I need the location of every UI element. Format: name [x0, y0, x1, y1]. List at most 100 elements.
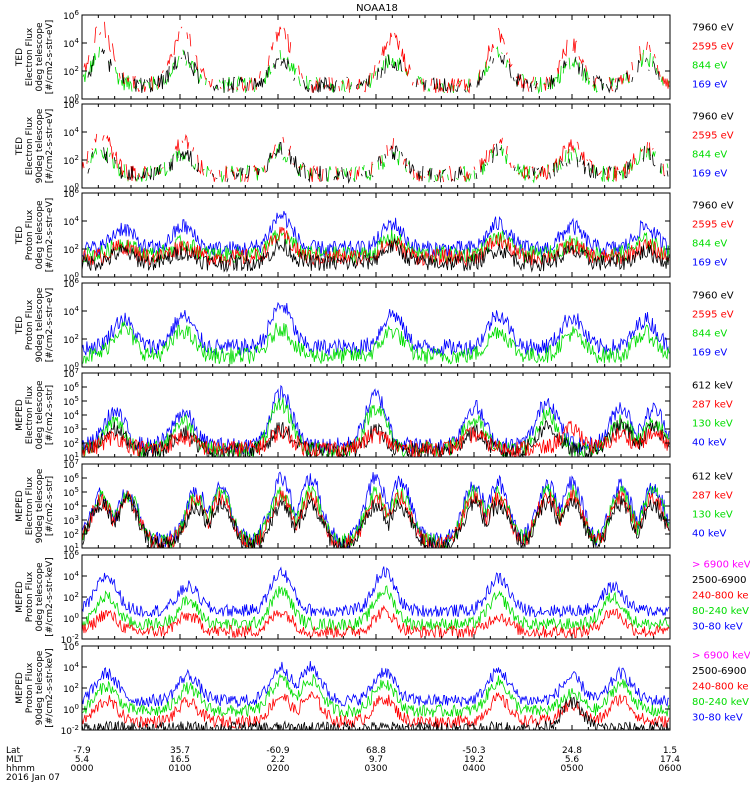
- y-axis-label-line: [#/cm2-s-str]: [45, 385, 55, 445]
- y-tick-label: 102: [63, 243, 79, 256]
- legend-label: > 6900 keV: [692, 559, 750, 570]
- legend-label: 169 eV: [692, 80, 727, 91]
- footer-tick-lat: -7.9: [73, 746, 91, 756]
- legend-label: 2500-6900: [692, 575, 747, 586]
- footer-tick-mlt: 2.2: [271, 755, 285, 765]
- y-axis-label-line: 0deg telescope: [35, 22, 45, 92]
- y-axis-label-line: Electron Flux: [25, 385, 35, 444]
- footer-row-label: Lat: [6, 746, 21, 756]
- legend-label: 844 eV: [692, 328, 727, 339]
- y-tick-label: 10-2: [61, 633, 79, 646]
- series-line-black: [88, 50, 669, 94]
- y-tick-label: 106: [63, 472, 79, 485]
- y-tick-label: 107: [63, 458, 79, 471]
- legend-label: 130 keV: [692, 418, 733, 429]
- legend-label: 7960 eV: [692, 290, 734, 301]
- series-line-green: [82, 585, 670, 632]
- footer-tick-lat: -50.3: [462, 746, 485, 756]
- series-line-red: [83, 21, 670, 94]
- y-axis-label-line: Electron Flux: [25, 116, 35, 175]
- panel-1: 100 102 104 106 TED Electron Flux 0deg telesco…: [15, 9, 734, 106]
- y-axis-label-line: TED: [15, 226, 25, 245]
- legend-label: 169 eV: [692, 348, 727, 359]
- legend-label: 7960 eV: [692, 111, 734, 122]
- y-axis-label-line: Proton Flux: [25, 571, 35, 622]
- y-axis-label: MEPED Electron Flux 0deg telescope [#/cm2-s…: [15, 380, 55, 450]
- series-line-blue: [82, 210, 670, 258]
- footer-tick-hhmm: 0000: [71, 764, 94, 774]
- footer-tick-hhmm: 0600: [659, 764, 682, 774]
- panel-7: 10-2 100 102 104 106 MEPED Proton Flux 0deg tel…: [15, 549, 750, 646]
- y-tick-label: 104: [63, 305, 79, 318]
- footer-tick-lat: 24.8: [562, 746, 582, 756]
- footer-tick-lat: 68.8: [366, 746, 386, 756]
- series-line-green: [87, 143, 669, 184]
- y-axis-label-line: MEPED: [15, 672, 25, 704]
- series-line-green: [82, 321, 670, 365]
- legend-label: 7960 eV: [692, 200, 734, 211]
- y-axis-label-line: 90deg telescope: [35, 468, 45, 543]
- y-tick-label: 101: [63, 451, 79, 464]
- y-tick-label: 100: [63, 361, 79, 374]
- series-line-red: [82, 134, 669, 182]
- series-line-red: [82, 604, 670, 639]
- y-axis-label-line: [#/cm2-s-str-keV]: [45, 557, 55, 636]
- y-tick-label: 10-2: [61, 724, 79, 737]
- series-line-blue: [82, 301, 670, 357]
- series-line-red: [82, 489, 670, 548]
- y-tick-label: 104: [63, 215, 79, 228]
- y-axis-label-line: Electron Flux: [25, 476, 35, 535]
- y-axis-label-line: 0deg telescope: [35, 562, 45, 632]
- y-axis-label-line: 0deg telescope: [35, 200, 45, 270]
- y-tick-label: 102: [63, 154, 79, 167]
- series-line-blue: [82, 384, 670, 455]
- footer-tick-mlt: 16.5: [170, 755, 190, 765]
- y-tick-label: 100: [63, 182, 79, 195]
- y-axis-label-line: [#/cm2-s-str-keV]: [45, 648, 55, 727]
- legend-label: 169 eV: [692, 258, 727, 269]
- y-axis-label-line: [#/cm2-s-str-eV]: [45, 20, 55, 95]
- y-axis-label-line: TED: [15, 316, 25, 335]
- footer-tick-hhmm: 0400: [463, 764, 486, 774]
- y-axis-label-line: MEPED: [15, 490, 25, 522]
- y-axis-label-line: 90deg telescope: [35, 287, 45, 362]
- y-tick-label: 107: [63, 367, 79, 380]
- legend-label: 844 eV: [692, 238, 727, 249]
- legend-label: 169 eV: [692, 169, 727, 180]
- y-tick-label: 100: [63, 612, 79, 625]
- legend-label: > 6900 keV: [692, 650, 750, 661]
- footer-tick-mlt: 9.7: [369, 755, 383, 765]
- y-tick-label: 105: [63, 486, 79, 499]
- plot-frame: [81, 103, 671, 189]
- panel-4: 100 102 104 106 TED Proton Flux 90deg telescop…: [15, 277, 734, 374]
- footer-tick-hhmm: 0200: [267, 764, 290, 774]
- footer-tick-hhmm: 0500: [561, 764, 584, 774]
- footer-tick-lat: -60.9: [266, 746, 290, 756]
- footer-tick-lat: 1.5: [663, 746, 677, 756]
- y-tick-label: 105: [63, 395, 79, 408]
- y-axis-label-line: 90deg telescope: [35, 650, 45, 725]
- chart-title: NOAA18: [356, 3, 398, 14]
- y-tick-label: 104: [63, 661, 79, 674]
- footer-tick-hhmm: 0300: [365, 764, 388, 774]
- legend-label: 240-800 ke: [692, 591, 749, 602]
- y-tick-label: 102: [63, 65, 79, 78]
- legend-label: 2595 eV: [692, 41, 734, 52]
- y-tick-label: 104: [63, 500, 79, 513]
- y-axis-label-line: TED: [15, 137, 25, 156]
- y-axis-label-line: 0deg telescope: [35, 380, 45, 450]
- series-line-green: [82, 45, 670, 95]
- footer-tick-mlt: 17.4: [660, 755, 680, 765]
- y-axis-label-line: Proton Flux: [25, 662, 35, 713]
- footer-tick-mlt: 5.6: [565, 755, 580, 765]
- y-tick-label: 104: [63, 126, 79, 139]
- series-line-blue: [82, 471, 670, 548]
- legend-label: 2595 eV: [692, 309, 734, 320]
- y-tick-label: 104: [63, 409, 79, 422]
- series-line-black: [87, 141, 669, 184]
- y-tick-label: 102: [63, 333, 79, 346]
- legend-label: 80-240 keV: [692, 606, 749, 617]
